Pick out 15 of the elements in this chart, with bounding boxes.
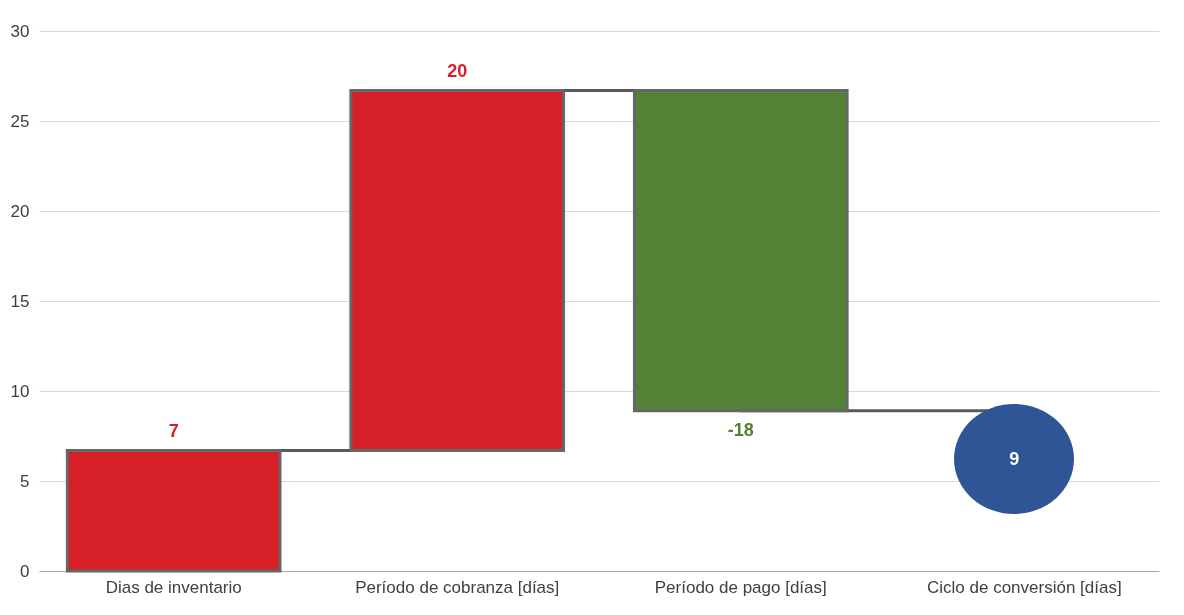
data-label: 7 bbox=[168, 421, 179, 442]
y-tick-label: 20 bbox=[10, 201, 30, 221]
data-label: -18 bbox=[727, 419, 754, 440]
y-tick-label: 25 bbox=[10, 111, 30, 131]
x-tick-label: Ciclo de conversión [días] bbox=[926, 577, 1122, 597]
annotation: 9 bbox=[1009, 448, 1020, 470]
x-tick-label: Dias de inventario bbox=[105, 577, 242, 597]
x-tick-label: Período de pago [días] bbox=[654, 577, 827, 597]
y-tick-label: 30 bbox=[10, 21, 30, 41]
y-tick-label: 0 bbox=[20, 561, 30, 581]
y-tick-label: 15 bbox=[10, 291, 30, 311]
y-tick-label: 5 bbox=[20, 471, 30, 491]
data-label: 20 bbox=[447, 61, 468, 82]
x-tick-label: Período de cobranza [días] bbox=[355, 577, 560, 597]
y-tick-label: 10 bbox=[10, 381, 30, 401]
